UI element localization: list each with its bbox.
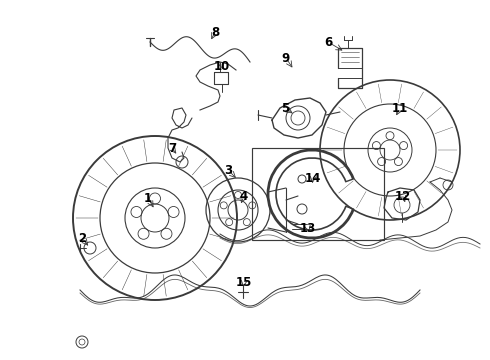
Text: 1: 1 bbox=[144, 192, 152, 204]
Text: 7: 7 bbox=[168, 141, 176, 154]
Text: 5: 5 bbox=[281, 102, 289, 114]
Text: 9: 9 bbox=[282, 51, 290, 64]
Text: 15: 15 bbox=[236, 275, 252, 288]
Text: 14: 14 bbox=[305, 171, 321, 185]
Text: 8: 8 bbox=[211, 26, 219, 39]
Text: 2: 2 bbox=[78, 231, 86, 244]
Text: 13: 13 bbox=[300, 221, 316, 234]
Text: 4: 4 bbox=[240, 189, 248, 202]
Text: 6: 6 bbox=[324, 36, 332, 49]
Text: 10: 10 bbox=[214, 59, 230, 72]
Text: 3: 3 bbox=[224, 163, 232, 176]
Bar bbox=[252, 148, 384, 240]
Text: 11: 11 bbox=[392, 102, 408, 114]
Text: 12: 12 bbox=[395, 189, 411, 202]
